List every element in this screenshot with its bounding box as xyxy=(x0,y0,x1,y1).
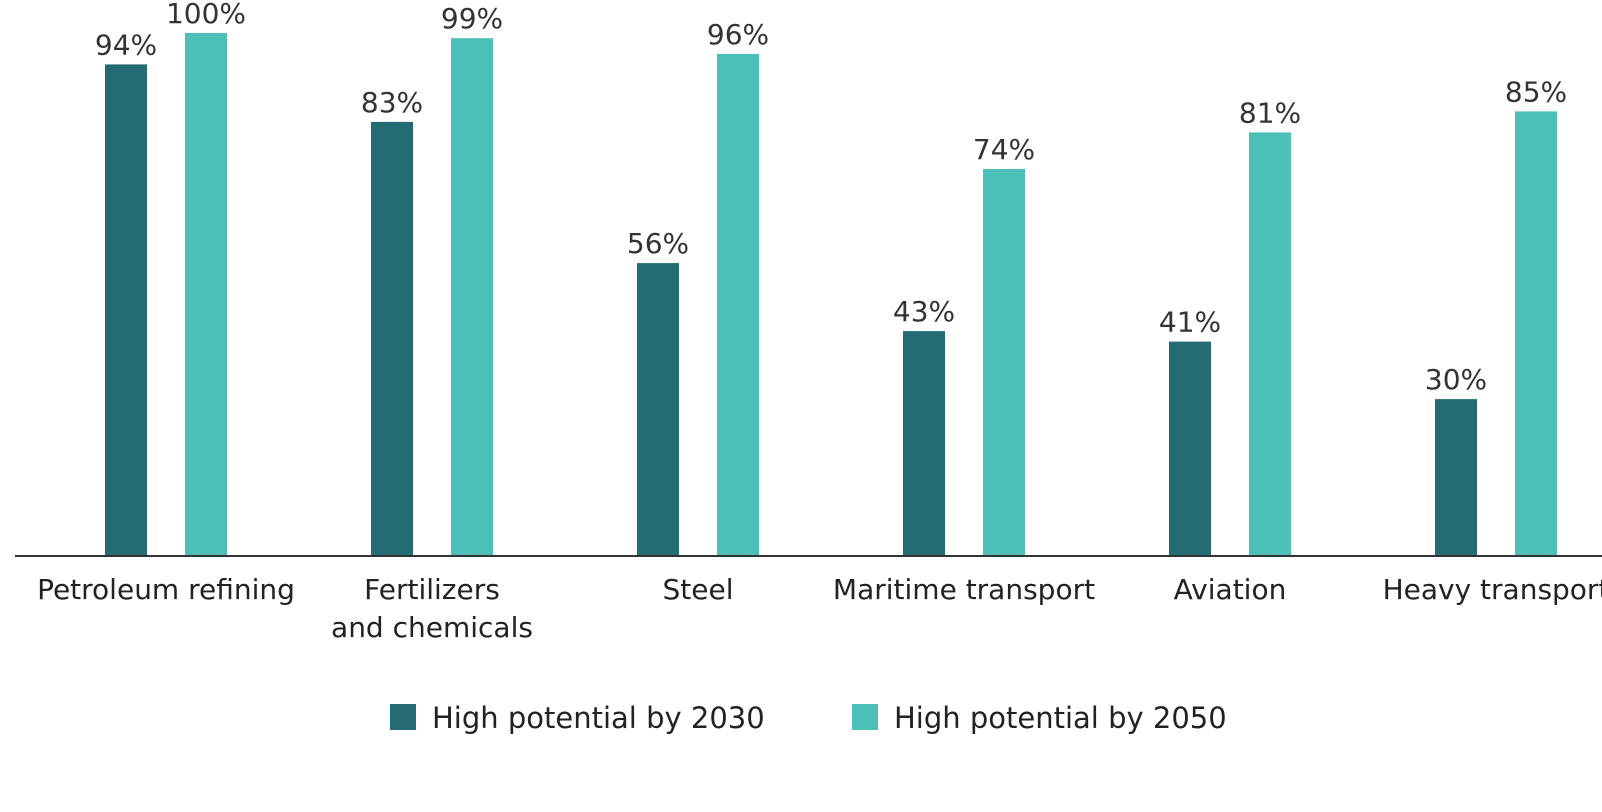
bar-aviation-2030 xyxy=(1169,341,1211,556)
bar-maritime-transport-2030 xyxy=(903,331,945,556)
legend-swatch-2050 xyxy=(852,704,878,730)
value-label-heavy-transport-2050: 85% xyxy=(1505,75,1567,108)
legend-label-2050: High potential by 2050 xyxy=(894,701,1227,735)
category-label-heavy-transport: Heavy transport xyxy=(1383,573,1602,606)
bar-fertilizers-and-chemicals-2050 xyxy=(451,38,493,556)
category-labels-group: Petroleum refining Fertilizers and chemica… xyxy=(37,573,1602,644)
bars-group xyxy=(105,33,1557,557)
bar-heavy-transport-2030 xyxy=(1435,399,1477,556)
value-label-aviation-2030: 41% xyxy=(1159,306,1221,339)
legend: High potential by 2030 High potential by … xyxy=(390,701,1227,735)
bar-steel-2050 xyxy=(717,53,759,557)
category-label-fertilizers-and-chemicals: Fertilizers and chemicals xyxy=(331,573,533,644)
bar-fertilizers-and-chemicals-2030 xyxy=(371,121,413,557)
value-label-heavy-transport-2030: 30% xyxy=(1425,363,1487,396)
category-label-steel: Steel xyxy=(663,573,734,606)
bar-steel-2030 xyxy=(637,263,679,556)
value-label-fertilizers-and-chemicals-2050: 99% xyxy=(441,2,503,35)
value-label-maritime-transport-2050: 74% xyxy=(973,133,1035,166)
legend-swatch-2030 xyxy=(390,704,416,730)
value-label-fertilizers-and-chemicals-2030: 83% xyxy=(361,86,423,119)
category-label-aviation: Aviation xyxy=(1174,573,1287,606)
category-label-maritime-transport: Maritime transport xyxy=(833,573,1095,606)
legend-label-2030: High potential by 2030 xyxy=(432,701,765,735)
category-label-petroleum-refining: Petroleum refining xyxy=(37,573,295,606)
bar-maritime-transport-2050 xyxy=(983,169,1025,556)
bar-petroleum-refining-2050 xyxy=(185,33,227,556)
value-label-aviation-2050: 81% xyxy=(1239,96,1301,129)
value-label-petroleum-refining-2050: 100% xyxy=(166,0,246,30)
bar-petroleum-refining-2030 xyxy=(105,64,147,557)
value-label-steel-2030: 56% xyxy=(627,227,689,260)
value-label-maritime-transport-2030: 43% xyxy=(893,295,955,328)
bar-heavy-transport-2050 xyxy=(1515,111,1557,557)
value-label-steel-2050: 96% xyxy=(707,18,769,51)
value-label-petroleum-refining-2030: 94% xyxy=(95,28,157,61)
value-labels-group: 94% 100% 83% 99% 56% 96% 43% 74% 41% 81% 30% 85% xyxy=(95,0,1567,396)
bar-aviation-2050 xyxy=(1249,132,1291,556)
